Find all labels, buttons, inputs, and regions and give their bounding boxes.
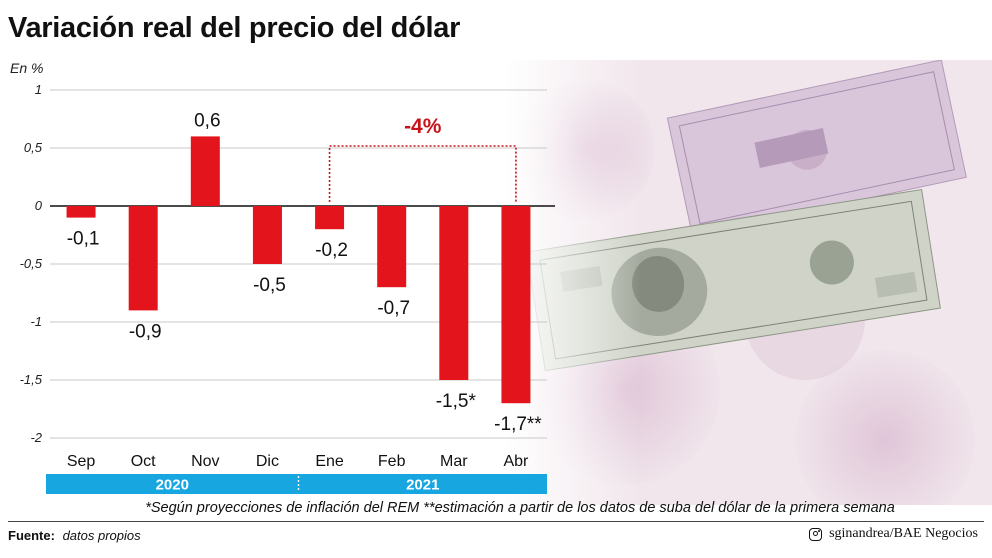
- data-label: -0,2: [315, 240, 348, 261]
- data-label: -1,5*: [436, 391, 477, 412]
- data-label: -0,5: [253, 275, 286, 296]
- year-bands: 2020 2021: [46, 474, 547, 494]
- bar: [190, 136, 220, 206]
- bars: [66, 136, 531, 404]
- y-tick-label: -1,5: [20, 372, 43, 387]
- dollar-bills-photo: [505, 60, 992, 505]
- data-label: -1,7**: [494, 414, 542, 435]
- bar: [128, 206, 158, 311]
- chart-title: Variación real del precio del dólar: [8, 12, 461, 44]
- y-tick-label: -1: [30, 314, 42, 329]
- bar: [66, 206, 96, 218]
- credit: sginandrea/BAE Negocios: [809, 526, 978, 542]
- source-line: Fuente: datos propios: [8, 528, 141, 543]
- year-band: [46, 474, 299, 494]
- data-label: -0,1: [67, 229, 100, 250]
- x-tick-label: Mar: [440, 453, 468, 470]
- source-value: datos propios: [62, 528, 141, 543]
- y-tick-label: 0,5: [24, 140, 43, 155]
- data-label: -0,9: [129, 321, 162, 342]
- x-tick-label: Dic: [256, 453, 279, 470]
- x-tick-label: Abr: [503, 453, 529, 470]
- year-band: [298, 474, 547, 494]
- x-tick-label: Nov: [191, 453, 219, 470]
- data-label: -0,7: [377, 298, 410, 319]
- annotation-bracket: -4%: [328, 115, 517, 202]
- year-label: 2020: [156, 477, 189, 494]
- y-axis-ticks: 1 0,5 0 -0,5 -1 -1,5 -2: [20, 82, 43, 445]
- bar: [501, 206, 531, 404]
- y-tick-label: -2: [30, 430, 42, 445]
- data-label: 0,6: [194, 110, 220, 131]
- source-label: Fuente:: [8, 528, 55, 543]
- x-axis-ticks: Sep Oct Nov Dic Ene Feb Mar Abr: [67, 453, 529, 470]
- unit-label: En %: [10, 60, 44, 76]
- bar: [439, 206, 469, 380]
- x-tick-label: Ene: [315, 453, 344, 470]
- grid-lines: [50, 89, 547, 439]
- instagram-icon: [809, 527, 823, 541]
- y-tick-label: -0,5: [20, 256, 43, 271]
- year-label: 2021: [406, 477, 439, 494]
- bracket-line: [328, 145, 517, 202]
- x-tick-label: Sep: [67, 453, 96, 470]
- credit-text: sginandrea/BAE Negocios: [829, 526, 978, 541]
- bar: [252, 206, 282, 264]
- y-tick-label: 0: [35, 198, 43, 213]
- footnote: *Según proyecciones de inflación del REM…: [145, 500, 895, 516]
- x-tick-label: Feb: [378, 453, 406, 470]
- x-tick-label: Oct: [131, 453, 156, 470]
- y-tick-label: 1: [35, 82, 42, 97]
- annotation-label: -4%: [404, 115, 442, 138]
- bar: [315, 206, 345, 230]
- bar: [377, 206, 407, 288]
- data-labels: -0,1 -0,9 0,6 -0,5 -0,2 -0,7 -1,5* -1,7**: [67, 110, 543, 435]
- footer-divider: [8, 521, 984, 522]
